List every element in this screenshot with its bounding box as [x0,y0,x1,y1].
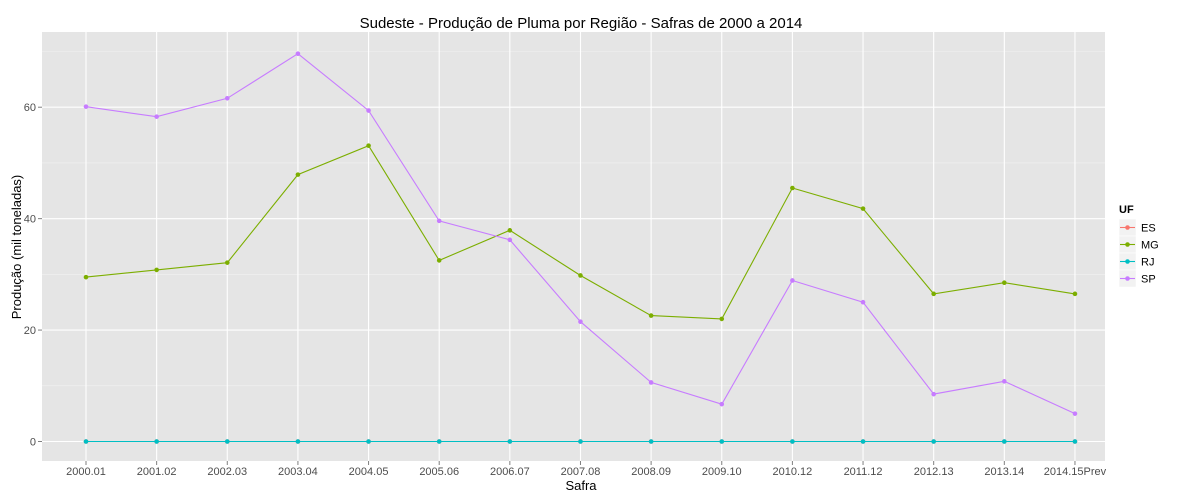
legend-item-es: ES [1118,218,1156,237]
data-point-sp [578,319,583,325]
legend-label: RJ [1141,257,1154,269]
x-tick-label: 2004.05 [349,466,389,478]
x-tick-label: 2010.12 [773,466,813,478]
data-point-sp [719,401,725,407]
legend-label: MG [1141,240,1159,252]
legend-key-point [1125,259,1130,264]
x-tick-label: 2001.02 [137,466,177,478]
data-point-sp [790,278,795,283]
legend-key-point [1125,225,1130,230]
data-point-rj [295,439,301,444]
data-point-rj [224,439,230,444]
data-point-sp [295,51,301,57]
data-point-rj [507,439,513,444]
data-point-sp [507,237,513,243]
data-point-mg [436,258,442,263]
data-point-sp [1002,379,1007,384]
x-tick-label: 2003.04 [278,466,318,478]
plot-panel [42,32,1105,461]
x-tick-label: 2014.15Prev [1044,466,1107,478]
data-point-rj [1002,439,1007,444]
x-tick-label: 2012.13 [914,466,954,478]
data-point-mg [1072,291,1078,297]
x-tick-label: 2007.08 [561,466,601,478]
data-point-mg [860,206,866,211]
data-point-mg [578,273,583,278]
chart-title: Sudeste - Produção de Pluma por Região -… [360,15,803,32]
x-axis-ticks: 2000.01 2001.02 2002.03 2003.04 2004.05 2005.… [66,461,1107,478]
series-mg [83,143,1078,322]
data-point-rj [366,439,371,444]
x-tick-label: 2008.09 [631,466,671,478]
data-point-sp [931,391,936,397]
x-tick-label: 2005.06 [419,466,459,478]
data-point-sp [1072,411,1078,416]
data-point-mg [719,316,725,322]
y-tick-label: 20 [24,325,36,337]
data-point-mg [931,291,936,297]
data-point-mg [295,172,301,177]
legend-key-point [1125,242,1130,247]
legend-item-mg: MG [1118,235,1159,254]
data-point-rj [648,439,654,444]
legend-label: SP [1141,274,1156,286]
series-layer [83,51,1078,444]
y-axis-title: Produção (mil toneladas) [9,175,24,320]
legend-title: UF [1119,204,1134,216]
y-axis-ticks: 0 20 40 60 [24,102,42,449]
data-point-mg [366,143,371,148]
data-point-mg [224,260,230,265]
data-point-rj [1072,439,1078,444]
grid-lines [42,32,1105,461]
y-tick-label: 40 [24,214,36,226]
x-tick-label: 2000.01 [66,466,106,478]
data-point-rj [83,439,89,444]
data-point-sp [366,108,371,113]
y-tick-label: 60 [24,102,36,114]
legend: UF ES MG RJ SP [1118,204,1159,288]
legend-label: ES [1141,223,1156,235]
data-point-rj [436,439,442,444]
legend-item-sp: SP [1118,269,1156,288]
x-tick-label: 2013.14 [984,466,1024,478]
data-point-mg [83,274,89,280]
x-axis-title: Safra [565,478,597,493]
x-tick-label: 2002.03 [207,466,247,478]
data-point-rj [154,439,159,444]
data-point-mg [507,228,513,233]
data-point-mg [790,185,795,191]
legend-key-point [1125,276,1130,281]
data-point-sp [224,96,230,101]
x-tick-label: 2009.10 [702,466,742,478]
legend-item-rj: RJ [1118,252,1154,271]
data-point-rj [860,439,866,444]
data-point-sp [436,218,442,224]
y-tick-label: 0 [30,437,36,449]
series-sp [83,51,1078,416]
data-point-rj [931,439,936,444]
data-point-mg [154,267,159,273]
data-point-sp [860,299,866,305]
data-point-sp [154,114,159,119]
data-point-rj [719,439,725,444]
series-rj [83,439,1078,444]
x-tick-label: 2006.07 [490,466,530,478]
data-point-mg [1002,280,1007,286]
x-tick-label: 2011.12 [844,466,883,478]
data-point-sp [648,380,654,385]
data-point-rj [578,439,583,444]
data-point-rj [790,439,795,444]
data-point-sp [83,104,89,109]
data-point-mg [648,313,654,318]
